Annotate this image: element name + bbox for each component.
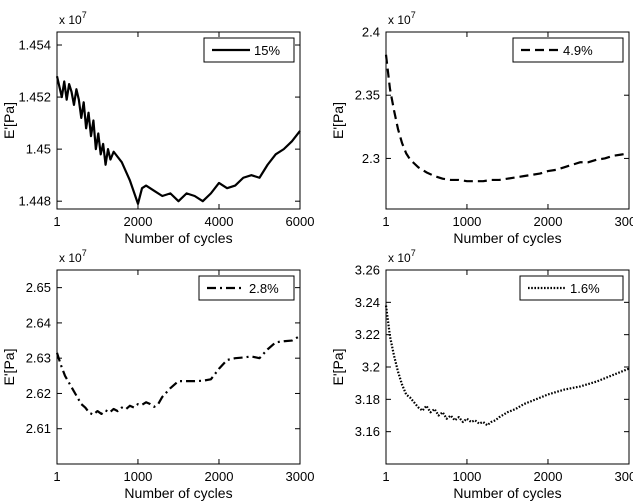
exponent-base: x 10 bbox=[59, 13, 82, 27]
y-tick-label: 2.61 bbox=[26, 421, 51, 436]
x-axis-label: Number of cycles bbox=[124, 230, 232, 246]
x-tick-label: 2000 bbox=[534, 469, 563, 484]
x-tick-label: 1000 bbox=[123, 469, 152, 484]
y-exponent-label: x 107 bbox=[59, 248, 87, 265]
y-exponent-label: x 107 bbox=[388, 10, 416, 27]
x-axis-label: Number of cycles bbox=[124, 485, 232, 501]
y-tick-label: 1.454 bbox=[18, 38, 51, 53]
chart-panel-3: 1 1000 2000 3000 2.61 2.62 2.63 2.64 2.65 x 107 Nu… bbox=[1, 248, 314, 501]
y-axis-label: E'[Pa] bbox=[330, 349, 346, 386]
x-tick-label: 1000 bbox=[452, 469, 481, 484]
exponent-base: x 10 bbox=[388, 251, 411, 265]
y-tick-label: 2.3 bbox=[362, 151, 380, 166]
x-tick-label: 3000 bbox=[286, 469, 315, 484]
y-exponent-label: x 107 bbox=[59, 10, 87, 27]
legend: 1.6% bbox=[519, 275, 624, 301]
y-tick-label: 2.64 bbox=[26, 315, 51, 330]
legend-label: 4.9% bbox=[563, 43, 593, 58]
chart-panel-4: 1 1000 2000 3000 3.16 3.18 3.2 3.22 3.24 3.26 x 10… bbox=[330, 248, 633, 501]
chart-panel-2: 1 1000 2000 3000 2.3 2.35 2.4 x 107 Number of cy… bbox=[330, 10, 633, 246]
y-axis-label: E'[Pa] bbox=[1, 349, 17, 386]
y-tick-label: 3.16 bbox=[355, 424, 380, 439]
legend-label: 2.8% bbox=[249, 281, 279, 296]
legend-box bbox=[512, 37, 624, 63]
y-axis-label: E'[Pa] bbox=[1, 102, 17, 139]
x-tick-label: 1 bbox=[382, 469, 389, 484]
y-axis-label: E'[Pa] bbox=[330, 102, 346, 139]
legend-box bbox=[519, 275, 624, 301]
series-line bbox=[55, 76, 301, 205]
y-tick-label: 2.65 bbox=[26, 280, 51, 295]
x-tick-label: 3000 bbox=[615, 469, 633, 484]
exponent-power: 7 bbox=[411, 248, 416, 258]
legend: 2.8% bbox=[198, 275, 295, 301]
y-tick-label: 3.22 bbox=[355, 327, 380, 342]
y-tick-label: 3.26 bbox=[355, 263, 380, 278]
exponent-base: x 10 bbox=[388, 13, 411, 27]
y-tick-label: 1.452 bbox=[18, 90, 51, 105]
plot-area bbox=[56, 269, 301, 465]
x-tick-label: 6000 bbox=[286, 214, 315, 229]
x-tick-label: 1 bbox=[53, 214, 60, 229]
y-tick-label: 2.62 bbox=[26, 386, 51, 401]
legend-label: 15% bbox=[254, 43, 280, 58]
x-tick-label: 2000 bbox=[124, 214, 153, 229]
y-tick-label: 3.2 bbox=[362, 360, 380, 375]
x-tick-label: 3000 bbox=[615, 214, 633, 229]
y-exponent-label: x 107 bbox=[388, 248, 416, 265]
legend: 4.9% bbox=[512, 37, 624, 63]
exponent-power: 7 bbox=[82, 248, 87, 258]
y-tick-label: 2.63 bbox=[26, 351, 51, 366]
x-tick-label: 2000 bbox=[534, 214, 563, 229]
x-tick-label: 4000 bbox=[205, 214, 234, 229]
y-tick-label: 3.24 bbox=[355, 295, 380, 310]
x-axis-label: Number of cycles bbox=[453, 230, 561, 246]
x-tick-label: 1 bbox=[382, 214, 389, 229]
series-line bbox=[384, 305, 630, 427]
y-tick-label: 3.18 bbox=[355, 392, 380, 407]
exponent-power: 7 bbox=[82, 10, 87, 20]
x-tick-label: 1000 bbox=[452, 214, 481, 229]
legend: 15% bbox=[203, 37, 295, 63]
x-tick-label: 2000 bbox=[205, 469, 234, 484]
plot-area bbox=[385, 269, 630, 465]
chart-panel-1: 1 2000 4000 6000 1.448 1.45 1.452 1.454 x 107 Num… bbox=[1, 10, 314, 246]
series-line bbox=[384, 54, 630, 183]
y-tick-label: 2.35 bbox=[355, 88, 380, 103]
y-tick-label: 1.448 bbox=[18, 194, 51, 209]
x-axis-label: Number of cycles bbox=[453, 485, 561, 501]
exponent-base: x 10 bbox=[59, 251, 82, 265]
x-tick-label: 1 bbox=[53, 469, 60, 484]
y-tick-label: 1.45 bbox=[26, 142, 51, 157]
legend-label: 1.6% bbox=[570, 281, 600, 296]
series-line bbox=[55, 335, 301, 416]
exponent-power: 7 bbox=[411, 10, 416, 20]
y-tick-label: 2.4 bbox=[362, 25, 380, 40]
